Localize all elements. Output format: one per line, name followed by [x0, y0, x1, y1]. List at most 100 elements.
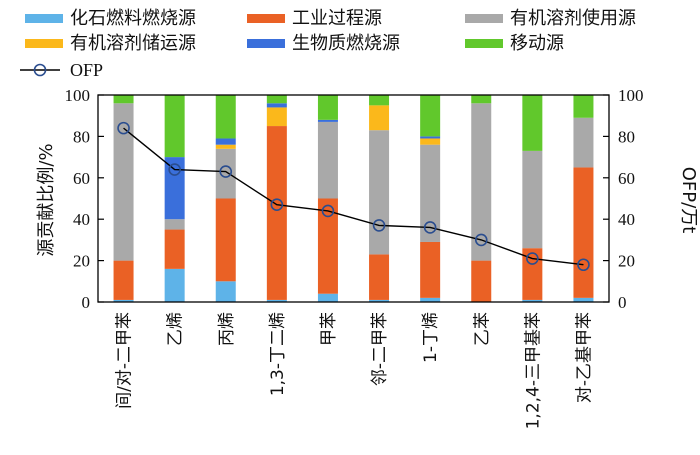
bar-segment [420, 241, 441, 298]
bar-segment [317, 121, 338, 199]
legend-label: 有机溶剂使用源 [510, 8, 636, 29]
bar-segment [369, 95, 390, 106]
bar-segment [420, 297, 441, 302]
legend-item: 移动源 [465, 33, 564, 54]
bar-stack [164, 95, 185, 302]
bars-layer [113, 95, 594, 302]
y-tick-label-right: 80 [618, 127, 635, 146]
bar-segment [522, 95, 543, 151]
legend-label: 移动源 [510, 33, 564, 54]
legend-label: 有机溶剂储运源 [70, 33, 196, 54]
bar-segment [369, 254, 390, 300]
ofp-point [423, 221, 437, 234]
bar-segment [573, 297, 594, 302]
y-tick-label-right: 0 [618, 293, 627, 312]
y-tick-label-left: 60 [73, 169, 90, 188]
ofp-point [168, 163, 181, 176]
x-tick-label: 1-丁烯 [421, 312, 441, 363]
bar-segment [164, 229, 185, 269]
y-tick-label-right: 100 [618, 86, 644, 105]
legend-swatch [247, 39, 285, 48]
x-tick-label: 乙苯 [472, 312, 492, 346]
legend-item: 有机溶剂储运源 [25, 33, 196, 54]
bar-stack [369, 95, 390, 302]
bar-segment [573, 117, 594, 168]
x-tick-label: 甲苯 [319, 312, 339, 346]
ofp-point [321, 204, 335, 218]
bar-segment [317, 119, 338, 122]
bar-segment [215, 198, 236, 282]
bar-segment [266, 95, 287, 104]
legend-swatch [25, 39, 63, 48]
bar-stack [420, 95, 441, 302]
x-tick-label: 1,3-丁二烯 [268, 312, 288, 396]
bar-segment [215, 281, 236, 302]
legend-label: 化石燃料燃烧源 [70, 8, 196, 29]
bar-segment [471, 260, 492, 302]
bar-segment [113, 95, 134, 104]
bar-stack [266, 95, 287, 302]
legend-item: 有机溶剂使用源 [465, 8, 636, 29]
y-tick-label-left: 80 [73, 127, 90, 146]
bar-segment [522, 150, 543, 249]
y-tick-label-right: 20 [618, 252, 635, 271]
bar-segment [215, 138, 236, 145]
bar-segment [215, 95, 236, 139]
bar-stack [522, 95, 543, 302]
bar-segment [317, 198, 338, 294]
y-axis-right-label: OFP/万t [678, 167, 699, 234]
bar-stack [471, 95, 492, 302]
bar-segment [266, 107, 287, 127]
bar-segment [369, 130, 390, 255]
bar-segment [317, 95, 338, 120]
axes-layer: 0 20 40 60 80 100 0 20 40 60 80 100 间/对-二甲苯 乙烯 丙烯 1,3-丁… [65, 86, 644, 429]
bar-segment [317, 293, 338, 302]
bar-segment [266, 103, 287, 108]
bar-segment [420, 138, 441, 145]
bar-segment [113, 103, 134, 261]
y-tick-label-right: 60 [618, 169, 635, 188]
bar-segment [113, 260, 134, 300]
legend-label-ofp: OFP [70, 60, 103, 80]
y-tick-label-left: 0 [82, 293, 91, 312]
x-tick-label: 乙烯 [166, 312, 186, 346]
bar-segment [113, 299, 134, 302]
bar-stack [113, 95, 134, 302]
bar-segment [164, 268, 185, 302]
ofp-point [474, 233, 488, 247]
ofp-point [526, 252, 539, 265]
y-tick-label-left: 100 [65, 86, 91, 105]
bar-stack [317, 95, 338, 302]
bar-segment [266, 299, 287, 302]
legend-label: 工业过程源 [292, 8, 382, 29]
ofp-line-layer [117, 121, 590, 272]
legend-label: 生物质燃烧源 [292, 33, 400, 54]
bar-segment [266, 126, 287, 300]
bar-segment [164, 219, 185, 230]
bar-segment [164, 157, 185, 220]
x-tick-label: 1,2,4-三甲基苯 [523, 312, 543, 429]
ofp-point [270, 198, 284, 212]
legend-item-ofp: OFP [20, 60, 103, 80]
ofp-point [117, 121, 130, 135]
x-tick-label: 对-乙基甲苯 [574, 312, 594, 403]
plot-frame [97, 94, 610, 303]
bar-stack [215, 95, 236, 302]
ofp-point [372, 219, 386, 232]
legend-swatch [25, 14, 63, 23]
y-tick-label-left: 40 [73, 210, 90, 229]
bar-segment [471, 95, 492, 104]
y-axis-left-label: 源贡献比例/% [36, 143, 57, 256]
legend-swatch [465, 39, 503, 48]
legend-item: 生物质燃烧源 [247, 33, 400, 54]
bar-segment [369, 105, 390, 131]
x-tick-label: 邻-二甲苯 [370, 312, 390, 386]
bar-segment [420, 144, 441, 242]
bar-segment [573, 95, 594, 118]
legend-swatch [247, 14, 285, 23]
legend-item: 化石燃料燃烧源 [25, 8, 196, 29]
y-tick-label-left: 20 [73, 252, 90, 271]
legend-item: 工业过程源 [247, 8, 382, 29]
